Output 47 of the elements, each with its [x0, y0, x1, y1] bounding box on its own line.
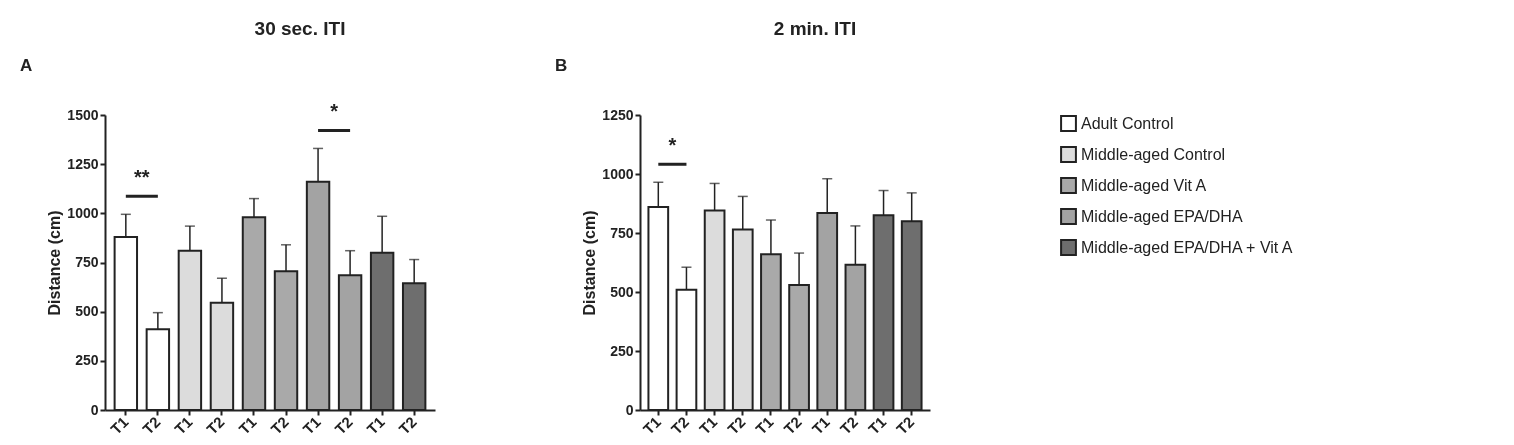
x-tick-label: T2	[836, 413, 862, 438]
y-tick-label: 250	[75, 352, 99, 369]
legend-label: Middle-aged EPA/DHA	[1081, 207, 1243, 225]
x-tick-label: T2	[203, 413, 228, 438]
annotation: *	[330, 100, 339, 123]
annotation: **	[134, 166, 150, 189]
x-tick-label: T1	[639, 413, 664, 438]
annotation: *	[668, 134, 677, 157]
x-tick-label: T1	[363, 413, 388, 438]
x-tick-label: T2	[667, 413, 693, 438]
x-tick-label: T1	[808, 413, 833, 438]
y-tick-label: 750	[75, 254, 99, 270]
y-tick-label: 250	[610, 342, 634, 359]
chart-title: 30 sec. ITI	[254, 18, 346, 39]
legend-label: Middle-aged EPA/DHA + Vit A	[1081, 238, 1293, 256]
x-tick-label: T2	[395, 413, 420, 438]
y-tick-label: 500	[610, 283, 634, 300]
x-tick-label: T2	[892, 413, 918, 438]
x-tick-label: T1	[107, 413, 132, 438]
x-tick-label: T2	[331, 413, 356, 438]
legend-label: Adult Control	[1081, 114, 1174, 132]
x-tick-label: T1	[695, 413, 721, 438]
x-tick-label: T1	[752, 413, 777, 438]
text: B	[555, 56, 568, 75]
y-tick-label: 0	[90, 401, 99, 418]
x-tick-label: T1	[864, 413, 890, 438]
legend-label: Middle-aged Vit A	[1081, 176, 1207, 194]
y-tick-label: 1250	[67, 155, 99, 172]
y-tick-label: 500	[75, 303, 99, 320]
x-tick-label: T1	[171, 413, 196, 438]
y-tick-label: 1000	[602, 165, 634, 182]
chart-title: 2 min. ITI	[773, 18, 857, 39]
legend-label: Middle-aged Control	[1081, 145, 1226, 163]
y-tick-label: 750	[610, 224, 634, 241]
x-tick-label: T2	[780, 413, 805, 438]
y-axis-title: Distance (cm)	[581, 210, 599, 316]
x-tick-label: T2	[267, 413, 292, 438]
y-tick-label: 1000	[67, 204, 99, 221]
x-tick-label: T2	[139, 413, 164, 438]
y-axis-title: Distance (cm)	[46, 210, 64, 316]
y-tick-label: 0	[625, 401, 634, 418]
x-tick-label: T1	[235, 413, 260, 438]
y-tick-label: 1250	[602, 106, 634, 123]
x-tick-label: T1	[299, 413, 324, 438]
x-tick-label: T2	[724, 413, 749, 438]
y-tick-label: 1500	[67, 106, 99, 123]
text: A	[20, 56, 33, 75]
